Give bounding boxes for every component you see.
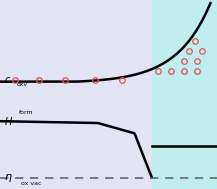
Bar bbox=[0, 0, 152, 102]
Text: oxv: oxv bbox=[16, 82, 27, 87]
Text: $\mathit{c}$: $\mathit{c}$ bbox=[4, 75, 12, 85]
Text: $\mathit{H}$: $\mathit{H}$ bbox=[4, 115, 13, 127]
Bar bbox=[152, 0, 217, 102]
Text: ox vac: ox vac bbox=[21, 181, 41, 186]
Text: form: form bbox=[18, 110, 33, 115]
Bar bbox=[0, 102, 152, 189]
Text: $\mathit{\eta}$: $\mathit{\eta}$ bbox=[4, 172, 13, 184]
Bar bbox=[152, 102, 217, 189]
